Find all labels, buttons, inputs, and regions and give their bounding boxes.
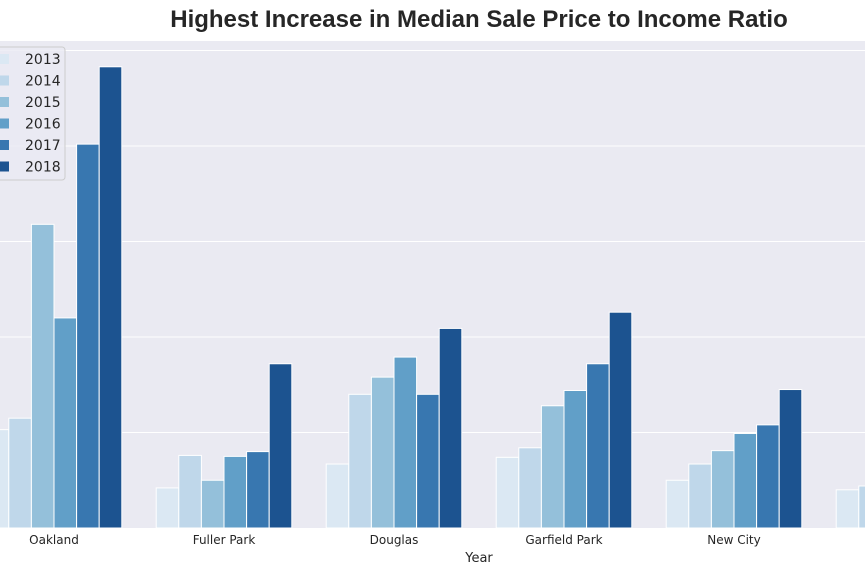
legend-label-2013: 2013 [25, 52, 61, 68]
bar-2013-douglas [325, 463, 350, 529]
x-tick-labels: Oakland Fuller Park Douglas Garfield Park Ne… [29, 533, 761, 547]
bar-2015-new-city [710, 450, 735, 529]
bar-2014-new-city [688, 463, 712, 529]
legend-label-2015: 2015 [25, 95, 61, 111]
legend-label-2014: 2014 [25, 74, 61, 90]
legend-swatch-2013 [0, 54, 9, 64]
bar-2014-partial [858, 485, 865, 529]
legend-swatch-2018 [0, 161, 9, 172]
bar-2018-garfield-park [608, 311, 633, 529]
chart-title: Highest Increase in Median Sale Price to… [170, 6, 788, 33]
bar-2015-douglas [370, 376, 395, 529]
bar-2014-oakland [8, 417, 32, 529]
legend-swatch-2015 [0, 97, 9, 107]
legend-box [0, 46, 66, 181]
legend-label-2018: 2018 [25, 160, 61, 176]
bar-2018-douglas [438, 327, 463, 529]
legend-swatch-2014 [0, 75, 9, 86]
bar-2015-garfield-park [540, 405, 565, 529]
bar-2013-fuller-park [155, 487, 180, 529]
bar-2014-fuller-park [178, 454, 202, 529]
bar-2018-fuller-park [268, 363, 293, 529]
legend-label-2017: 2017 [25, 138, 61, 154]
bar-2013-garfield-park [495, 456, 520, 529]
bar-2016-garfield-park [563, 389, 588, 529]
legend-label-2016: 2016 [25, 117, 61, 133]
bars [0, 66, 865, 529]
x-tick-label: Fuller Park [193, 533, 256, 547]
x-axis-label: Year [464, 551, 493, 566]
bar-2014-douglas [348, 393, 372, 529]
bar-2016-douglas [393, 356, 418, 529]
bar-2017-garfield-park [586, 363, 610, 529]
bar-2015-oakland [30, 223, 55, 529]
bar-2013-oakland [0, 429, 10, 529]
bar-2017-douglas [416, 393, 440, 529]
x-tick-label: Douglas [370, 533, 419, 547]
legend: 2013 2014 2015 2016 2017 2018 [0, 46, 66, 181]
bar-2014-garfield-park [518, 447, 542, 529]
gridlines [0, 50, 865, 434]
legend-swatch-2017 [0, 140, 9, 150]
bar-2013-partial [835, 489, 860, 529]
bar-2018-oakland [98, 66, 123, 529]
bar-2016-fuller-park [223, 455, 248, 529]
bar-2017-fuller-park [246, 451, 270, 529]
bar-2013-new-city [665, 479, 690, 529]
bar-2016-oakland [53, 317, 78, 529]
bar-2016-new-city [733, 432, 758, 529]
bar-2015-fuller-park [200, 479, 225, 529]
bar-2018-new-city [778, 389, 803, 529]
legend-swatch-2016 [0, 118, 9, 129]
x-tick-label: Garfield Park [525, 533, 602, 547]
x-tick-label: New City [707, 533, 761, 547]
bar-2017-new-city [756, 424, 780, 529]
x-tick-label: Oakland [29, 533, 79, 547]
bar-2017-oakland [76, 143, 100, 529]
